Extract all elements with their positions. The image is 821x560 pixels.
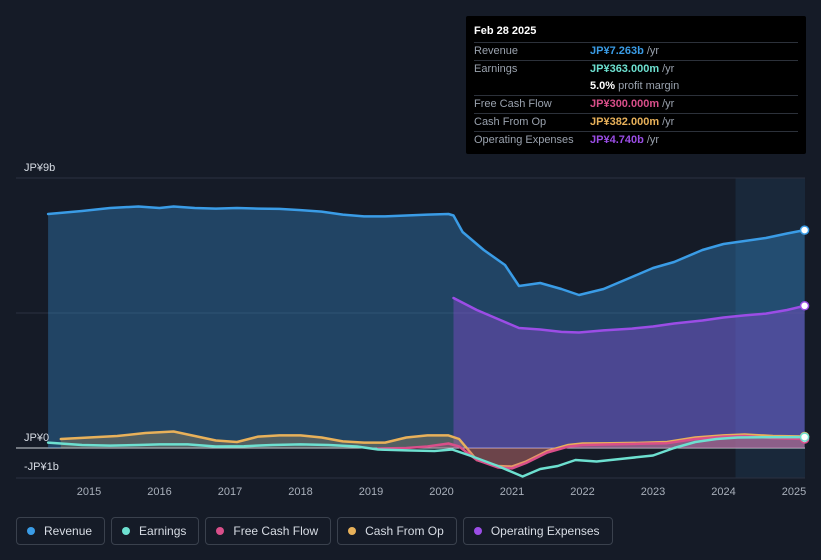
legend-dot-icon — [216, 527, 225, 535]
legend-label: Earnings — [139, 524, 187, 538]
tooltip-row-cash-from-op: Cash From Op JP¥382.000m /yr — [474, 114, 798, 132]
x-tick-label: 2019 — [359, 486, 383, 498]
earnings-line — [46, 435, 806, 478]
tooltip-value: JP¥363.000m — [590, 63, 660, 75]
legend-dot-icon — [348, 527, 357, 535]
tooltip-label: Earnings — [474, 63, 518, 75]
tooltip-unit: /yr — [662, 98, 675, 110]
tooltip-label: Free Cash Flow — [474, 98, 552, 110]
tooltip-unit: /yr — [646, 45, 660, 57]
tooltip-value: JP¥300.000m — [590, 98, 660, 110]
tooltip-unit: /yr — [662, 116, 675, 128]
legend-label: Operating Expenses — [490, 524, 600, 538]
y-axis-labels: JP¥9b JP¥0 -JP¥1b — [24, 162, 59, 473]
tooltip-value: JP¥7.263b — [590, 45, 644, 57]
x-tick-label: 2020 — [429, 486, 453, 498]
y-tick-label: JP¥9b — [24, 162, 55, 174]
x-axis-labels: 2015 2016 2017 2018 2019 2020 2021 2022 2023 2024… — [77, 486, 806, 498]
y-tick-label: JP¥0 — [24, 432, 49, 444]
legend-label: Revenue — [44, 524, 93, 538]
x-tick-label: 2022 — [570, 486, 594, 498]
legend: Revenue Earnings Free Cash Flow Cash Fro… — [16, 517, 613, 547]
legend-dot-icon — [27, 527, 35, 535]
tooltip-row-revenue: Revenue JP¥7.263b /yr — [474, 43, 798, 61]
legend-label: Cash From Op — [365, 524, 444, 538]
tooltip-label: Cash From Op — [474, 116, 547, 128]
operating-expenses-end-marker — [799, 301, 810, 311]
end-markers — [799, 225, 810, 444]
x-tick-label: 2025 — [782, 486, 806, 498]
tooltip-label: Operating Expenses — [474, 134, 574, 146]
legend-item-earnings[interactable]: Earnings — [111, 517, 200, 545]
x-tick-label: 2015 — [77, 486, 101, 498]
tooltip-value: 5.0% — [590, 80, 616, 92]
x-tick-label: 2021 — [500, 486, 524, 498]
tooltip-row-earnings: Earnings JP¥363.000m /yr — [474, 61, 798, 78]
tooltip-row-operating-expenses: Operating Expenses JP¥4.740b /yr — [474, 132, 798, 149]
legend-dot-icon — [122, 527, 131, 535]
x-tick-label: 2018 — [288, 486, 312, 498]
legend-item-free-cash-flow[interactable]: Free Cash Flow — [205, 517, 332, 545]
x-tick-label: 2023 — [641, 486, 665, 498]
tooltip-date: Feb 28 2025 — [474, 24, 798, 43]
tooltip-row-free-cash-flow: Free Cash Flow JP¥300.000m /yr — [474, 96, 798, 114]
tooltip: Feb 28 2025 Revenue JP¥7.263b /yr Earnin… — [466, 16, 806, 154]
y-tick-label: -JP¥1b — [24, 461, 59, 473]
x-tick-label: 2016 — [147, 486, 171, 498]
revenue-end-marker — [799, 225, 810, 235]
tooltip-unit: profit margin — [618, 80, 680, 92]
x-tick-label: 2017 — [218, 486, 242, 498]
tooltip-label — [474, 78, 590, 95]
tooltip-value: JP¥4.740b — [590, 134, 644, 146]
operating-expenses-line — [452, 296, 806, 334]
legend-item-operating-expenses[interactable]: Operating Expenses — [462, 517, 613, 545]
free-cash-flow-line — [376, 434, 806, 470]
series-layer — [46, 205, 806, 478]
tooltip-label: Revenue — [474, 45, 519, 57]
revenue-area — [48, 206, 805, 448]
revenue-line — [46, 205, 806, 297]
operating-expenses-area — [453, 298, 805, 448]
legend-label: Free Cash Flow — [233, 524, 319, 538]
x-tick-label: 2024 — [711, 486, 735, 498]
tooltip-value: JP¥382.000m — [590, 116, 660, 128]
earnings-end-marker — [799, 432, 810, 442]
tooltip-row-profit-margin: 5.0% profit margin — [474, 78, 798, 96]
legend-item-cash-from-op[interactable]: Cash From Op — [337, 517, 457, 545]
tooltip-unit: /yr — [646, 134, 660, 146]
tooltip-unit: /yr — [662, 63, 675, 75]
highlight-band — [735, 178, 805, 478]
legend-item-revenue[interactable]: Revenue — [16, 517, 106, 545]
legend-dot-icon — [473, 527, 482, 535]
